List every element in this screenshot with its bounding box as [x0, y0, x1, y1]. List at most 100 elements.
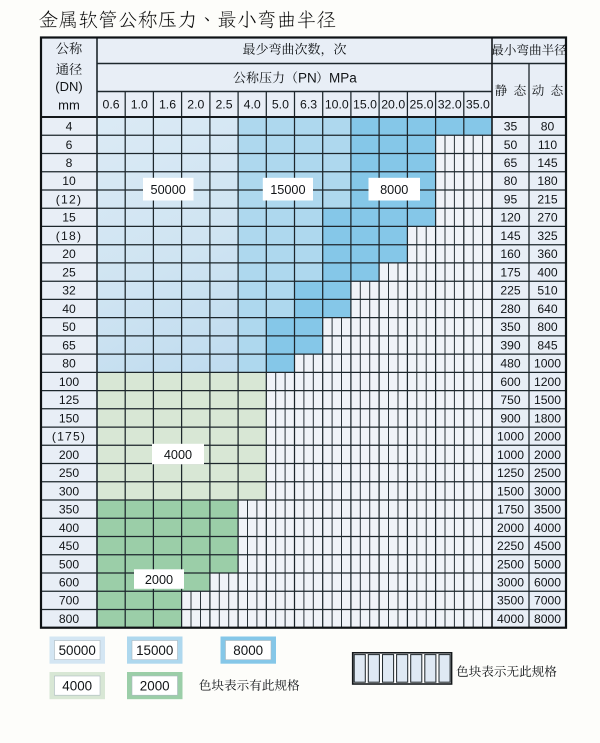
svg-text:1200: 1200	[534, 375, 561, 389]
svg-text:80: 80	[504, 174, 518, 188]
svg-text:8000: 8000	[534, 612, 561, 626]
svg-text:3000: 3000	[534, 484, 561, 498]
svg-text:32.0: 32.0	[438, 98, 462, 112]
svg-text:900: 900	[500, 411, 521, 425]
svg-text:6.3: 6.3	[300, 98, 317, 112]
svg-text:125: 125	[59, 393, 80, 407]
svg-text:35.0: 35.0	[466, 98, 490, 112]
svg-text:4000: 4000	[534, 521, 561, 535]
svg-text:5.0: 5.0	[272, 98, 289, 112]
svg-text:15.0: 15.0	[353, 98, 377, 112]
svg-text:2000: 2000	[145, 573, 173, 587]
svg-text:95: 95	[504, 193, 518, 207]
svg-text:2000: 2000	[534, 448, 561, 462]
svg-text:110: 110	[538, 138, 558, 152]
svg-text:2250: 2250	[497, 539, 524, 553]
svg-text:8: 8	[66, 156, 73, 170]
svg-text:2.5: 2.5	[215, 98, 232, 112]
svg-text:1.0: 1.0	[131, 98, 148, 112]
svg-text:270: 270	[537, 211, 558, 225]
svg-text:50: 50	[62, 320, 76, 334]
svg-text:32: 32	[62, 284, 76, 298]
svg-text:MPa: MPa	[329, 70, 357, 85]
svg-text:250: 250	[59, 466, 80, 480]
svg-text:600: 600	[500, 375, 521, 389]
svg-text:(175): (175)	[52, 430, 86, 444]
svg-text:(18): (18)	[56, 229, 82, 243]
svg-text:510: 510	[537, 284, 558, 298]
svg-text:3500: 3500	[497, 594, 524, 608]
svg-text:2500: 2500	[497, 557, 524, 571]
svg-text:200: 200	[59, 448, 80, 462]
svg-text:8000: 8000	[233, 643, 263, 658]
svg-text:750: 750	[500, 393, 521, 407]
svg-text:215: 215	[537, 193, 558, 207]
svg-text:50: 50	[504, 138, 518, 152]
svg-text:15: 15	[62, 211, 76, 225]
svg-text:5000: 5000	[534, 557, 561, 571]
svg-text:225: 225	[500, 284, 521, 298]
svg-text:800: 800	[59, 612, 80, 626]
svg-text:2000: 2000	[497, 521, 524, 535]
svg-text:4.0: 4.0	[244, 98, 261, 112]
svg-text:4500: 4500	[534, 539, 561, 553]
svg-text:400: 400	[59, 521, 80, 535]
svg-text:150: 150	[59, 411, 80, 425]
svg-text:350: 350	[59, 503, 80, 517]
svg-text:3000: 3000	[497, 576, 524, 590]
svg-text:2500: 2500	[534, 466, 561, 480]
svg-text:2.0: 2.0	[187, 98, 204, 112]
svg-text:360: 360	[537, 247, 558, 261]
svg-text:145: 145	[500, 229, 521, 243]
svg-text:20.0: 20.0	[381, 98, 405, 112]
svg-text:10: 10	[62, 174, 76, 188]
svg-text:PN: PN	[298, 70, 317, 85]
svg-text:3500: 3500	[534, 503, 561, 517]
svg-text:2000: 2000	[534, 430, 561, 444]
svg-text:1000: 1000	[497, 448, 524, 462]
svg-text:4: 4	[66, 120, 73, 134]
svg-text:400: 400	[537, 265, 558, 279]
svg-text:80: 80	[62, 357, 76, 371]
svg-text:300: 300	[59, 484, 80, 498]
svg-text:4000: 4000	[497, 612, 524, 626]
svg-text:120: 120	[500, 211, 521, 225]
svg-text:1750: 1750	[497, 503, 524, 517]
svg-text:mm: mm	[58, 98, 80, 113]
svg-text:700: 700	[59, 594, 80, 608]
svg-text:1800: 1800	[534, 411, 561, 425]
svg-text:25.0: 25.0	[410, 98, 434, 112]
svg-text:845: 845	[537, 338, 558, 352]
svg-text:1000: 1000	[534, 357, 561, 371]
svg-text:160: 160	[500, 247, 521, 261]
svg-text:8000: 8000	[380, 183, 408, 197]
svg-text:1500: 1500	[534, 393, 561, 407]
svg-text:180: 180	[537, 174, 558, 188]
svg-text:15000: 15000	[136, 643, 173, 658]
svg-text:15000: 15000	[270, 183, 305, 197]
svg-text:2000: 2000	[140, 679, 170, 694]
svg-text:480: 480	[500, 357, 521, 371]
svg-text:390: 390	[500, 338, 521, 352]
svg-text:1000: 1000	[497, 430, 524, 444]
svg-text:4000: 4000	[62, 679, 92, 694]
svg-text:(12): (12)	[56, 193, 82, 207]
svg-text:1250: 1250	[497, 466, 524, 480]
svg-text:6: 6	[66, 138, 73, 152]
svg-text:450: 450	[59, 539, 80, 553]
svg-text:80: 80	[541, 120, 555, 134]
svg-text:(DN): (DN)	[55, 79, 82, 94]
svg-text:65: 65	[62, 338, 76, 352]
svg-text:10.0: 10.0	[325, 98, 349, 112]
svg-text:325: 325	[537, 229, 558, 243]
svg-text:4000: 4000	[164, 448, 192, 462]
svg-text:20: 20	[62, 247, 76, 261]
svg-text:145: 145	[537, 156, 558, 170]
svg-text:500: 500	[59, 557, 80, 571]
svg-text:65: 65	[504, 156, 518, 170]
svg-text:600: 600	[59, 576, 80, 590]
svg-text:800: 800	[537, 320, 558, 334]
svg-text:50000: 50000	[151, 183, 186, 197]
svg-text:1.6: 1.6	[159, 98, 176, 112]
svg-text:175: 175	[500, 265, 521, 279]
